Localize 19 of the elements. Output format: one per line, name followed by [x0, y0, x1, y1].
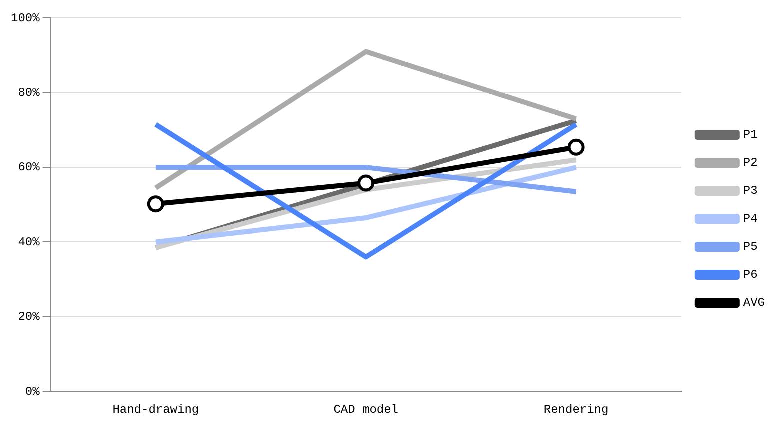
- x-tick-label: Hand-drawing: [112, 402, 200, 417]
- y-tick-label: 20%: [18, 310, 41, 324]
- legend-label: P5: [743, 240, 758, 254]
- point: [147, 196, 164, 213]
- legend-label: P6: [743, 268, 758, 282]
- point: [568, 138, 585, 156]
- legend-label: P2: [743, 156, 758, 170]
- legend-label: AVG: [743, 296, 766, 310]
- x-tick-label: Rendering: [544, 402, 609, 417]
- point: [358, 174, 375, 192]
- y-tick-label: 80%: [18, 86, 41, 100]
- x-tick-label: CAD model: [334, 402, 399, 417]
- legend-label: P1: [743, 128, 758, 142]
- y-tick-label: 60%: [18, 160, 41, 175]
- y-tick-label: 40%: [18, 235, 41, 250]
- legend-label: P3: [743, 184, 758, 198]
- y-tick-label: 100%: [10, 11, 41, 26]
- y-tick-label: 0%: [25, 384, 41, 399]
- legend-label: P4: [743, 212, 758, 226]
